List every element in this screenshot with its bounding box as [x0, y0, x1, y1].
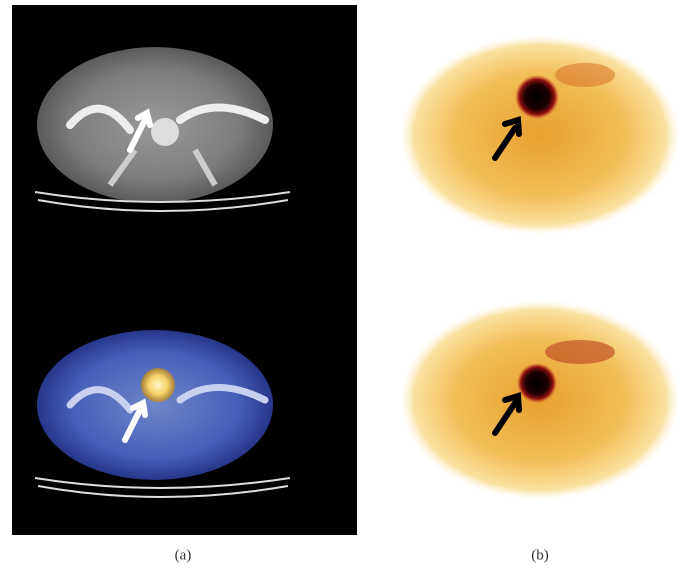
ct-bed — [34, 477, 291, 498]
arrow — [492, 116, 522, 161]
arrow — [122, 398, 148, 443]
lesion — [517, 363, 557, 403]
hot-spot — [141, 368, 175, 402]
pet-uptake — [545, 340, 615, 364]
pet-body — [400, 35, 680, 235]
panel-label: (a) — [175, 547, 192, 563]
arrow — [492, 392, 522, 436]
ct-bone — [66, 103, 269, 134]
ct-bone — [107, 148, 218, 187]
fused-bone — [66, 384, 269, 414]
ct-bed — [34, 191, 291, 212]
pet-uptake — [555, 63, 615, 87]
ct-vertebra — [151, 118, 179, 146]
arrow — [127, 108, 153, 153]
lesion — [515, 75, 559, 119]
panel-label: (b) — [531, 547, 549, 563]
fused-body — [37, 330, 273, 480]
